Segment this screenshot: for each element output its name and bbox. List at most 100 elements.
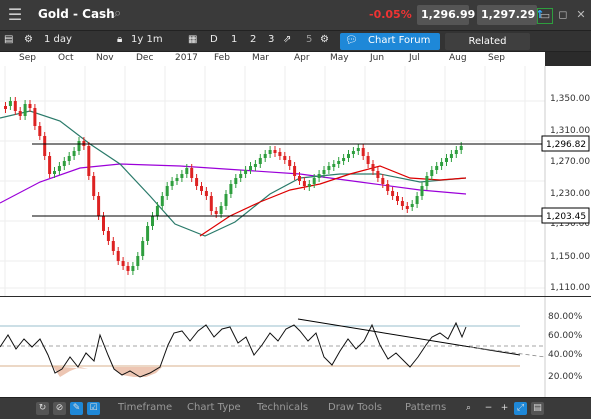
- book-icon[interactable]: ▤: [531, 402, 544, 415]
- expand-icon[interactable]: ⤢: [514, 402, 527, 415]
- bottom-toolbar: ↻ ⊘ ✎ ☑ Timeframe Chart Type Technicals …: [0, 397, 591, 419]
- candle: [151, 216, 154, 226]
- oversold-fill: [50, 365, 88, 377]
- candle: [317, 174, 321, 178]
- candle: [97, 196, 101, 216]
- draw-tools-menu[interactable]: Draw Tools: [328, 402, 382, 413]
- change-percent: -0.05%: [369, 8, 412, 21]
- minimize-icon[interactable]: ▭: [537, 8, 553, 24]
- candle: [48, 156, 52, 174]
- candle: [273, 150, 277, 153]
- refresh-icon[interactable]: ↻: [36, 402, 49, 415]
- buy-price-button[interactable]: 1,297.29↑: [477, 5, 545, 25]
- block-icon[interactable]: ⊘: [53, 402, 66, 415]
- period-3[interactable]: 3: [268, 34, 275, 45]
- candle: [405, 206, 409, 209]
- period-d[interactable]: D: [210, 34, 218, 45]
- candle: [190, 168, 194, 178]
- restore-icon[interactable]: ◻: [558, 8, 568, 21]
- interval-select[interactable]: 1 day: [44, 34, 72, 45]
- candle: [391, 191, 395, 196]
- grid: [0, 66, 545, 296]
- settings-gear-icon[interactable]: ⚙: [320, 34, 329, 45]
- timeframe-menu[interactable]: Timeframe: [118, 402, 173, 413]
- candle: [381, 178, 385, 184]
- calendar-icon[interactable]: ▦: [188, 34, 198, 45]
- candle: [146, 226, 150, 241]
- candle: [160, 196, 164, 206]
- export-icon[interactable]: ⇗: [283, 34, 292, 45]
- price-flag-low: [541, 207, 590, 224]
- trend-line-solid[interactable]: [297, 318, 521, 356]
- period-1[interactable]: 1: [231, 34, 238, 45]
- candle: [219, 206, 223, 214]
- osc-tick: 80.00%: [548, 312, 583, 322]
- lock-icon[interactable]: 🔒︎: [117, 34, 123, 45]
- range-select[interactable]: 1y 1m: [131, 34, 163, 45]
- candle: [106, 231, 110, 241]
- candle: [155, 206, 159, 216]
- candle: [430, 170, 434, 176]
- oscillator-panel[interactable]: 80.00% 60.00% 40.00% 20.00%: [0, 297, 591, 397]
- sell-price-button[interactable]: 1,296.99↓: [417, 5, 485, 25]
- candle: [116, 251, 120, 261]
- candle: [121, 261, 125, 266]
- candle: [268, 150, 272, 154]
- price-tick: 1,270.00: [550, 157, 590, 167]
- candle: [410, 204, 414, 207]
- candle: [200, 186, 203, 191]
- month-label: Aug: [449, 53, 467, 63]
- candle: [263, 154, 267, 158]
- close-icon[interactable]: ✕: [576, 8, 586, 21]
- candle: [77, 141, 81, 151]
- candle: [302, 181, 306, 186]
- search-icon[interactable]: ⌕: [114, 6, 122, 21]
- related-button[interactable]: Related: [445, 33, 530, 50]
- price-chart[interactable]: 1,350.00 1,310.00 1,270.00 1,230.00 1,190.00…: [0, 66, 591, 296]
- layout-icon[interactable]: ▤: [4, 34, 14, 45]
- candle: [454, 150, 458, 154]
- checkbox-icon[interactable]: ☑: [87, 402, 100, 415]
- candle: [283, 156, 287, 160]
- candle: [371, 164, 375, 171]
- candle: [356, 148, 360, 151]
- period-5[interactable]: 5: [306, 34, 313, 45]
- candle: [170, 181, 174, 186]
- technicals-menu[interactable]: Technicals: [257, 402, 309, 413]
- candle: [72, 151, 76, 156]
- price-tick: 1,350.00: [550, 94, 590, 104]
- candle: [322, 170, 326, 174]
- candle: [4, 106, 7, 109]
- candle: [361, 148, 365, 156]
- plus-icon[interactable]: +: [500, 403, 509, 413]
- period-2[interactable]: 2: [250, 34, 257, 45]
- candle: [307, 184, 311, 187]
- minus-icon[interactable]: −: [484, 403, 493, 413]
- candle: [141, 241, 145, 256]
- candle: [244, 170, 248, 174]
- gear-icon[interactable]: ⚙: [24, 34, 33, 45]
- candle: [234, 178, 238, 184]
- month-label: Jul: [409, 53, 420, 63]
- candle: [18, 111, 22, 116]
- oscillator-line: [0, 321, 467, 378]
- chart-forum-button[interactable]: 💬︎ Chart Forum: [340, 33, 440, 50]
- chart-type-menu[interactable]: Chart Type: [187, 402, 241, 413]
- zoom-icon[interactable]: ⌕: [465, 403, 472, 413]
- hamburger-icon[interactable]: ☰: [7, 5, 23, 24]
- osc-tick: 60.00%: [548, 331, 583, 341]
- candle: [312, 178, 316, 184]
- chat-icon: 💬︎: [345, 35, 358, 46]
- candle: [445, 158, 448, 162]
- candle: [209, 196, 213, 211]
- price-flag-high-label: 1,296.82: [546, 140, 586, 150]
- candle: [185, 168, 189, 174]
- candle: [180, 174, 184, 178]
- pencil-icon[interactable]: ✎: [70, 402, 83, 415]
- candle: [13, 101, 17, 111]
- candle: [288, 160, 292, 166]
- patterns-menu[interactable]: Patterns: [405, 402, 447, 413]
- price-tick: 1,190.00: [550, 219, 590, 229]
- candle: [347, 154, 350, 158]
- moving-averages: [0, 110, 467, 237]
